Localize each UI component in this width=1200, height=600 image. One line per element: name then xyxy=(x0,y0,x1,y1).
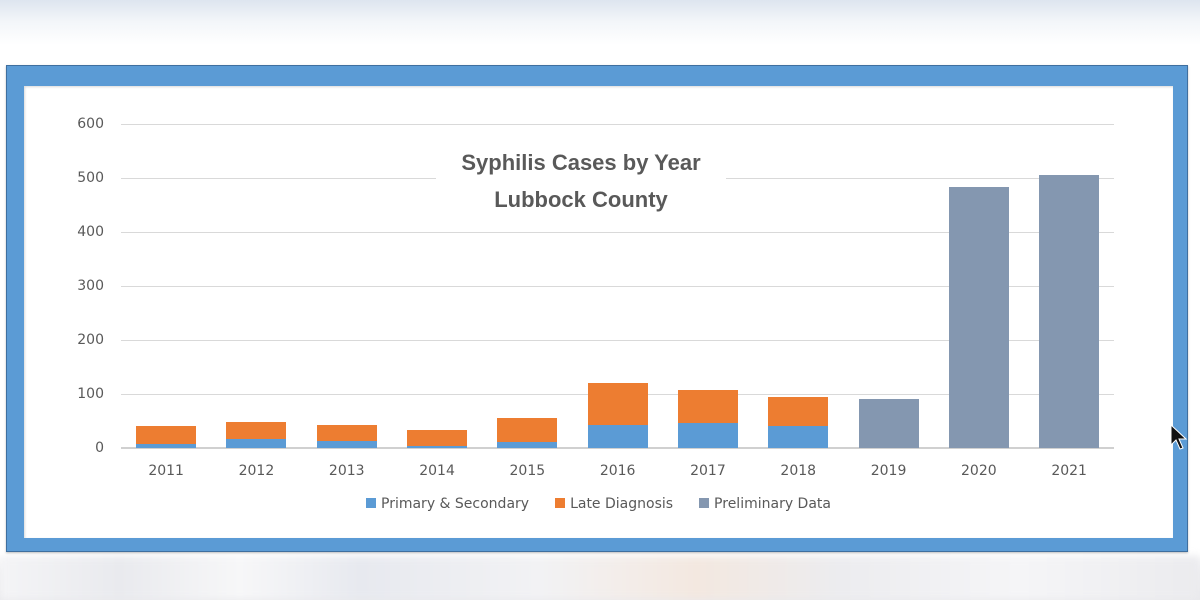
x-tick-label: 2012 xyxy=(238,463,275,479)
bar-segment xyxy=(858,398,919,448)
chart-subtitle: Lubbock County xyxy=(494,187,668,212)
legend-swatch-icon xyxy=(555,498,566,508)
legend-label: Preliminary Data xyxy=(714,496,831,512)
legend-label: Primary & Secondary xyxy=(381,496,530,512)
y-tick-label: 600 xyxy=(77,116,104,132)
bar-segment xyxy=(587,425,648,448)
x-tick-label: 2021 xyxy=(1051,463,1087,479)
gridline xyxy=(121,286,1114,287)
bar-segment xyxy=(407,445,468,448)
gridline xyxy=(121,232,1114,233)
chart-panel: 0 100 200 300 400 500 600 2011 2012 2013 2014 2015 2… xyxy=(24,86,1173,538)
x-tick-label: 2014 xyxy=(419,463,455,479)
x-tick-label: 2018 xyxy=(780,463,817,479)
legend-label: Late Diagnosis xyxy=(570,496,674,512)
x-tick-label: 2019 xyxy=(870,463,907,479)
bar-segment xyxy=(948,187,1009,448)
bar-segment xyxy=(1039,175,1100,448)
bar-segment xyxy=(497,442,558,448)
y-tick-label: 300 xyxy=(77,278,104,294)
bar-2011[interactable] xyxy=(136,86,197,538)
chart-title-line1: Syphilis Cases by Year xyxy=(461,150,701,175)
chart-title: Syphilis Cases by Year Lubbock County xyxy=(436,144,726,218)
legend-swatch-icon xyxy=(366,498,376,508)
y-tick-label: 400 xyxy=(77,224,104,240)
bar-segment xyxy=(677,390,738,423)
gridline xyxy=(121,340,1114,341)
chart-legend: Primary & Secondary Late Diagnosis Prelimi… xyxy=(24,496,1173,512)
y-tick-label: 200 xyxy=(77,332,104,348)
bar-segment xyxy=(136,444,197,448)
background-blur xyxy=(0,556,1200,600)
chart-frame: 0 100 200 300 400 500 600 2011 2012 2013 2014 2015 2… xyxy=(6,65,1188,552)
x-tick-label: 2017 xyxy=(690,463,726,479)
bar-2018[interactable] xyxy=(768,86,829,538)
bar-segment xyxy=(136,426,197,445)
bar-segment xyxy=(226,438,287,448)
x-tick-label: 2015 xyxy=(509,463,546,479)
bar-2021[interactable] xyxy=(1039,86,1100,538)
bar-segment xyxy=(587,383,648,426)
gridline xyxy=(121,124,1114,125)
bar-segment xyxy=(407,429,468,446)
bar-2014[interactable] xyxy=(407,86,468,538)
bar-2013[interactable] xyxy=(316,86,377,538)
bar-2016[interactable] xyxy=(587,86,648,538)
bar-segment xyxy=(316,440,377,448)
legend-item: Preliminary Data xyxy=(699,496,831,512)
y-tick-label: 500 xyxy=(77,170,104,186)
y-tick-label: 0 xyxy=(95,440,104,456)
bar-segment xyxy=(768,425,829,448)
legend-swatch-icon xyxy=(699,498,710,508)
x-tick-label: 2016 xyxy=(599,463,636,479)
bar-segment xyxy=(677,422,738,448)
plot-area: 0 100 200 300 400 500 600 2011 2012 2013 2014 2015 2… xyxy=(24,86,1173,538)
legend-item: Late Diagnosis xyxy=(555,496,673,512)
bar-segment xyxy=(226,421,287,439)
bar-2015[interactable] xyxy=(497,86,558,538)
x-axis-line xyxy=(121,447,1114,449)
y-tick-label: 100 xyxy=(77,386,104,402)
bar-2020[interactable] xyxy=(948,86,1009,538)
bar-2019[interactable] xyxy=(858,86,919,538)
bar-segment xyxy=(497,417,558,443)
x-tick-label: 2011 xyxy=(148,463,184,479)
legend-item: Primary & Secondary xyxy=(366,496,529,512)
x-tick-label: 2020 xyxy=(961,463,997,479)
x-tick-label: 2013 xyxy=(328,463,365,479)
bar-segment xyxy=(316,424,377,441)
bar-2017[interactable] xyxy=(677,86,738,538)
mouse-cursor-icon xyxy=(1170,424,1188,450)
bar-segment xyxy=(768,397,829,426)
bar-2012[interactable] xyxy=(226,86,287,538)
